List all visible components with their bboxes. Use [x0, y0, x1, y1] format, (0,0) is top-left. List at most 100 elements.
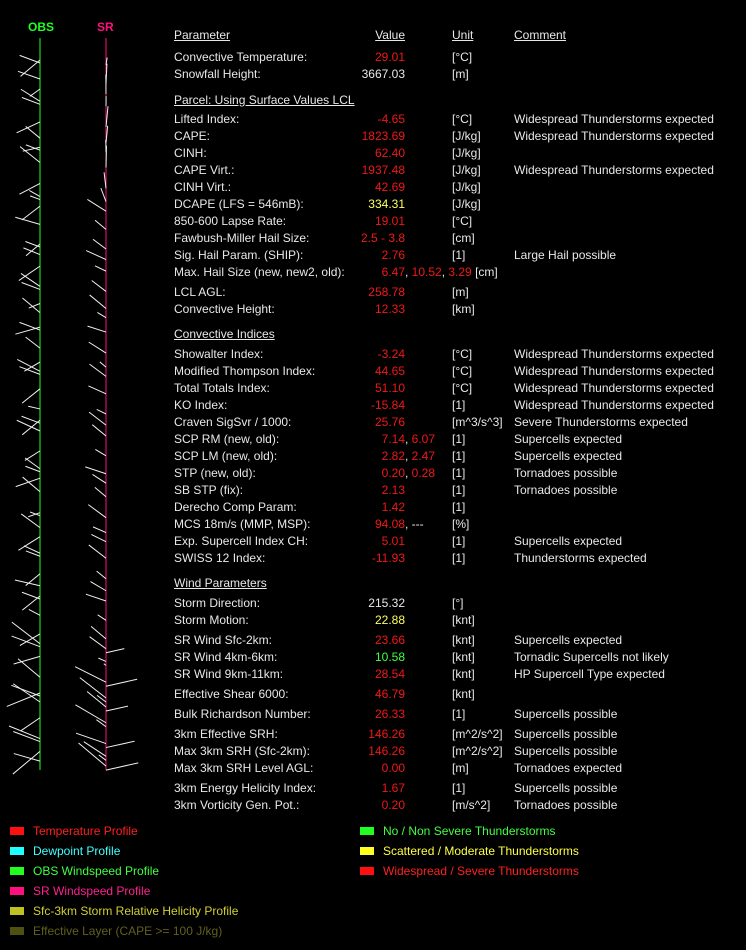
wind-barb: [28, 512, 41, 518]
wind-barb: [85, 466, 107, 475]
value: 3667.03: [361, 67, 405, 81]
wind-barb: [86, 691, 107, 708]
wind-barb: [20, 88, 41, 102]
row-unit: [J/kg]: [452, 129, 481, 143]
wind-barb: [24, 457, 41, 470]
row-label: CAPE:: [174, 129, 211, 143]
value: 258.78: [368, 285, 405, 299]
wind-barb: [25, 336, 41, 349]
row-label: Lifted Index:: [174, 112, 240, 126]
row-label: Convective Temperature:: [174, 50, 308, 64]
wind-barb: [25, 550, 41, 557]
row-value: 29.01: [375, 49, 405, 65]
value: 2.5 - 3.8: [360, 231, 405, 245]
wind-barb: [22, 297, 41, 314]
row-unit: [knt]: [452, 613, 475, 627]
value: 42.69: [374, 180, 405, 194]
row-value: 25.76: [375, 414, 405, 430]
row-unit: [J/kg]: [452, 163, 481, 177]
wind-barb: [14, 579, 41, 587]
row-value: 2.76: [382, 247, 405, 263]
row-label: Modified Thompson Index:: [174, 364, 316, 378]
row-value: 1.67: [382, 780, 405, 796]
wind-barb: [105, 678, 138, 687]
row-comment: Tornadoes possible: [514, 483, 618, 497]
value: 146.26: [368, 727, 405, 741]
wind-barb: [105, 125, 109, 144]
row-value: 1823.69: [362, 128, 405, 144]
row-comment: Supercells expected: [514, 633, 623, 647]
wind-barb: [21, 205, 41, 221]
wind-barb: [12, 683, 41, 703]
row-value-extra: , ---: [405, 516, 424, 532]
row-comment: Widespread Thunderstorms expected: [514, 364, 714, 378]
row-label: SR Wind Sfc-2km:: [174, 633, 273, 647]
legend-label: Temperature Profile: [33, 824, 138, 838]
row-value-extra: , 2.47: [405, 448, 435, 464]
wind-barb: [100, 187, 107, 202]
row-value: 5.01: [382, 533, 405, 549]
wind-barb: [95, 448, 107, 457]
row-label: Fawbush-Miller Hail Size:: [174, 231, 310, 245]
wind-barb: [25, 126, 41, 139]
wind-barb: [105, 740, 135, 749]
legend-label: No / Non Severe Thunderstorms: [383, 824, 556, 838]
row-label: Sig. Hail Param. (SHIP):: [174, 248, 304, 262]
wind-barb: [83, 741, 107, 757]
wind-barb: [105, 705, 129, 712]
row-unit: [knt]: [452, 633, 475, 647]
value: 62.40: [374, 146, 405, 160]
row-comment: Large Hail possible: [514, 248, 617, 262]
row-label: SR Wind 9km-11km:: [174, 667, 284, 681]
wind-barb: [103, 172, 107, 189]
row-label: 3km Effective SRH:: [174, 727, 278, 741]
row-value-extra: , 10.52, 3.29 [cm]: [405, 264, 498, 280]
header-comment: Comment: [514, 28, 567, 42]
header-parameter: Parameter: [174, 28, 231, 42]
wind-barb: [90, 581, 107, 592]
wind-barb: [18, 536, 41, 551]
row-unit: [cm]: [452, 231, 475, 245]
wind-barb: [92, 526, 107, 534]
row-value: 62.40: [375, 145, 405, 161]
value: 0.20: [381, 466, 405, 480]
legend-swatch: [360, 827, 374, 835]
value-separator: ,: [405, 466, 412, 480]
value: 51.10: [374, 381, 405, 395]
row-label: Max 3km SRH Level AGL:: [174, 761, 314, 775]
wind-barb: [85, 250, 107, 261]
row-comment: Tornadic Supercells not likely: [514, 650, 669, 664]
wind-barb: [78, 742, 107, 767]
section-title u: Wind Parameters: [174, 576, 267, 590]
wind-barb: [96, 719, 107, 728]
sr-label: SR: [97, 20, 114, 34]
row-label: Max. Hail Size (new, new2, old):: [174, 265, 345, 279]
row-label: STP (new, old):: [174, 466, 256, 480]
wind-barb: [91, 533, 107, 543]
row-label: Snowfall Height:: [174, 67, 261, 81]
row-label: Max 3km SRH (Sfc-2km):: [174, 744, 311, 758]
row-unit: [m]: [452, 761, 469, 775]
value: 94.08: [374, 517, 405, 531]
row-label: MCS 18m/s (MMP, MSP):: [174, 517, 311, 531]
legend-swatch: [360, 867, 374, 875]
value-separator: ,: [405, 517, 412, 531]
row-label: Convective Height:: [174, 302, 275, 316]
row-value: 1937.48: [362, 162, 405, 178]
wind-barb: [29, 511, 41, 517]
wind-barb: [87, 198, 107, 212]
row-unit: [1]: [452, 500, 466, 514]
row-comment: Supercells expected: [514, 534, 623, 548]
wind-barb: [8, 725, 41, 740]
wind-barb: [6, 692, 41, 707]
row-comment: Thunderstorms expected: [514, 551, 647, 565]
row-value: 12.33: [375, 301, 405, 317]
wind-barb: [19, 366, 41, 375]
value: 146.26: [368, 744, 405, 758]
row-comment: HP Supercell Type expected: [514, 667, 665, 681]
value: 1937.48: [361, 163, 405, 177]
wind-barb: [29, 189, 41, 198]
wind-barb: [17, 658, 41, 678]
value: -11.93: [371, 551, 405, 565]
wind-barb: [28, 405, 41, 410]
